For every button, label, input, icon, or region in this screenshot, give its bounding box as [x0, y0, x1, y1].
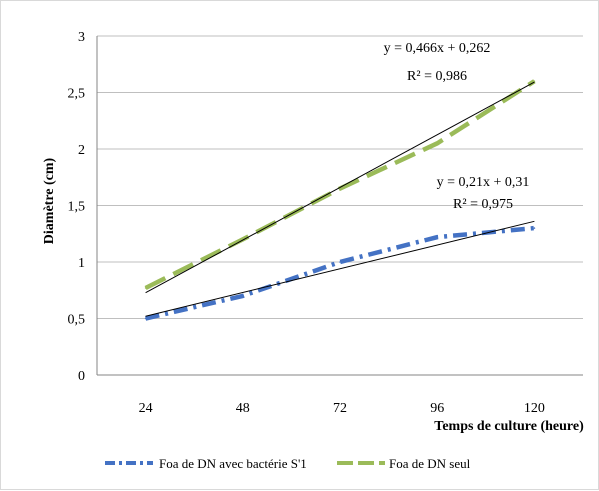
legend-label: Foa de DN avec bactérie S'1: [159, 456, 307, 471]
y-tick-label: 2: [78, 143, 85, 158]
x-tick-label: 48: [236, 401, 250, 416]
legend: Foa de DN avec bactérie S'1 Foa de DN seu…: [105, 456, 471, 471]
trendline-2: [145, 81, 535, 294]
data-point: [144, 287, 147, 289]
legend-label: Foa de DN seul: [389, 456, 471, 471]
trendlines: [145, 81, 535, 317]
y-tick-label: 3: [78, 30, 85, 45]
data-point: [436, 142, 439, 145]
data-point: [436, 236, 439, 238]
y-tick-labels: 0 0,5 1 1,5 2 2,5 3: [68, 30, 86, 384]
data-point: [533, 80, 536, 82]
equation-label: y = 0,21x + 0,31: [437, 175, 530, 190]
y-tick-label: 0,5: [68, 313, 86, 328]
y-tick-label: 2,5: [68, 87, 86, 102]
x-tick-label: 96: [430, 401, 444, 416]
series-group: [144, 79, 536, 321]
x-tick-label: 24: [139, 401, 153, 416]
series-line-1: [145, 225, 535, 321]
r-squared-label: R² = 0,975: [453, 197, 513, 212]
x-tick-label: 120: [524, 401, 545, 416]
axes: [96, 36, 583, 376]
equation-annotations: y = 0,21x + 0,31 R² = 0,975 y = 0,466x + 0…: [384, 41, 530, 212]
x-tick-labels: 24 48 72 96 120: [139, 401, 545, 416]
y-tick-label: 1: [78, 256, 85, 271]
data-point: [339, 261, 341, 263]
y-axis-title: Diamètre (cm): [42, 157, 57, 244]
x-tick-label: 72: [333, 401, 347, 416]
x-axis-title: Temps de culture (heure): [434, 419, 584, 434]
y-tick-label: 0: [78, 369, 85, 384]
gridlines: [97, 35, 583, 319]
y-tick-label: 1,5: [68, 200, 86, 215]
data-point: [144, 317, 147, 320]
r-squared-label: R² = 0,986: [407, 69, 467, 84]
equation-label: y = 0,466x + 0,262: [384, 41, 491, 56]
trendline-1: [145, 220, 535, 317]
data-point: [533, 227, 536, 229]
data-point: [242, 295, 244, 297]
